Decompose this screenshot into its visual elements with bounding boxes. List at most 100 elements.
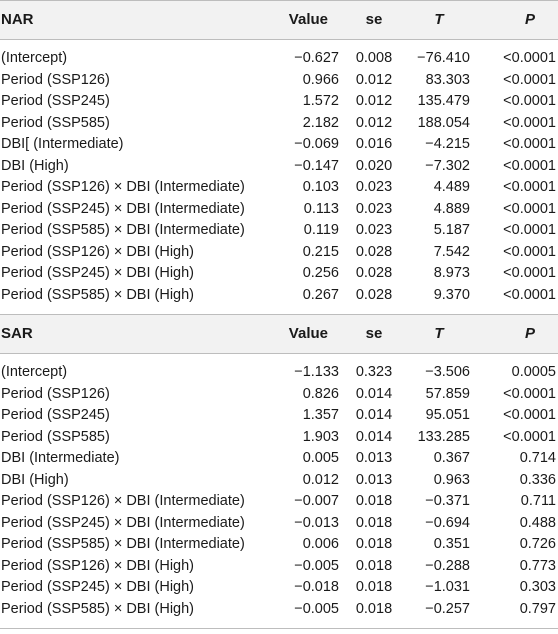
- section-title: SAR: [1, 325, 33, 342]
- table-row: Period (SSP585) × DBI (High) 0.267 0.028 9.…: [0, 285, 558, 307]
- table-row: Period (SSP245) × DBI (High) −0.018 0.018 −…: [0, 577, 558, 599]
- table-row: Period (SSP126) 0.826 0.014 57.859 <0.0001: [0, 384, 558, 406]
- value-cell: 0.113: [303, 200, 339, 217]
- p-cell: <0.0001: [503, 385, 556, 402]
- table-row: Period (SSP585) × DBI (High) −0.005 0.018 −…: [0, 599, 558, 621]
- p-cell: <0.0001: [503, 157, 556, 174]
- se-cell: 0.008: [355, 50, 393, 66]
- value-cell: −1.133: [294, 364, 339, 380]
- term-cell: Period (SSP245) × DBI (High): [1, 579, 195, 595]
- value-cell: 0.005: [302, 450, 339, 466]
- table-row: Period (SSP245) 1.572 0.012 135.479 <0.0001: [0, 91, 558, 113]
- se-cell: 0.014: [355, 428, 393, 445]
- table-row: Period (SSP585) 2.182 0.012 188.054 <0.0001: [0, 113, 558, 135]
- se-cell: 0.013: [355, 450, 393, 466]
- t-cell: 133.285: [417, 428, 470, 445]
- value-cell: 0.267: [302, 286, 339, 303]
- value-cell: −0.069: [294, 136, 339, 152]
- p-cell: <0.0001: [503, 286, 556, 303]
- se-cell: 0.023: [355, 200, 393, 217]
- term-cell: DBI (High): [1, 471, 69, 488]
- p-cell: <0.0001: [503, 179, 556, 195]
- table-body: (Intercept) −1.133 0.323 −3.506 0.0005 Period…: [0, 354, 558, 628]
- term-cell: Period (SSP585) × DBI (High): [1, 600, 195, 617]
- col-header-t: T: [434, 11, 444, 28]
- table-row: (Intercept) −1.133 0.323 −3.506 0.0005: [0, 362, 558, 384]
- term-cell: (Intercept): [1, 50, 68, 66]
- value-cell: 0.103: [302, 179, 339, 195]
- value-cell: 1.903: [302, 428, 339, 445]
- section-sar: SAR Value se T P (Intercept) −1.133 0.323 −…: [0, 314, 558, 628]
- header-row: NAR Value se T P: [0, 0, 558, 40]
- p-cell: <0.0001: [503, 136, 556, 152]
- term-cell: Period (SSP126): [1, 71, 110, 88]
- se-cell: 0.018: [355, 600, 393, 617]
- t-cell: 188.054: [417, 114, 470, 131]
- col-header-value: Value: [288, 11, 328, 28]
- p-cell: 0.711: [520, 493, 556, 509]
- section-title: NAR: [1, 11, 34, 28]
- t-cell: −0.288: [425, 557, 470, 574]
- p-cell: 0.0005: [511, 364, 556, 380]
- table-row: Period (SSP126) × DBI (High) 0.215 0.028 7.…: [0, 242, 558, 264]
- col-header-value: Value: [288, 325, 328, 342]
- table-row: (Intercept) −0.627 0.008 −76.410 <0.0001: [0, 48, 558, 70]
- table-row: DBI (High) 0.012 0.013 0.963 0.336: [0, 470, 558, 492]
- p-cell: 0.773: [519, 557, 556, 574]
- col-header-se: se: [365, 11, 383, 28]
- t-cell: −3.506: [425, 364, 470, 380]
- term-cell: Period (SSP245): [1, 93, 110, 109]
- col-header-se: se: [365, 325, 383, 342]
- p-cell: <0.0001: [503, 222, 556, 238]
- table-row: Period (SSP245) × DBI (Intermediate) 0.11…: [0, 199, 558, 221]
- term-cell: Period (SSP585): [1, 428, 110, 445]
- se-cell: 0.012: [355, 114, 393, 131]
- term-cell: Period (SSP126) × DBI (High): [1, 243, 195, 260]
- se-cell: 0.020: [355, 157, 393, 174]
- t-cell: 4.489: [433, 179, 470, 195]
- se-cell: 0.018: [355, 536, 393, 552]
- t-cell: −0.257: [425, 600, 470, 617]
- t-cell: 5.187: [433, 222, 470, 238]
- table-row: DBI (High) −0.147 0.020 −7.302 <0.0001: [0, 156, 558, 178]
- value-cell: −0.013: [294, 514, 339, 531]
- se-cell: 0.013: [355, 471, 393, 488]
- p-cell: 0.726: [519, 536, 556, 552]
- se-cell: 0.012: [355, 71, 393, 88]
- t-cell: 57.859: [425, 385, 470, 402]
- term-cell: DBI (Intermediate): [1, 450, 120, 466]
- term-cell: Period (SSP126) × DBI (High): [1, 557, 195, 574]
- term-cell: DBI (High): [1, 157, 69, 174]
- value-cell: −0.627: [294, 50, 339, 66]
- term-cell: Period (SSP245) × DBI (Intermediate): [1, 200, 245, 217]
- p-cell: 0.797: [519, 600, 556, 617]
- term-cell: Period (SSP245) × DBI (Intermediate): [1, 514, 245, 531]
- header-row: SAR Value se T P: [0, 314, 558, 354]
- se-cell: 0.014: [355, 385, 393, 402]
- t-cell: 8.973: [433, 265, 470, 281]
- p-cell: <0.0001: [503, 93, 556, 109]
- t-cell: 9.370: [433, 286, 470, 303]
- p-cell: <0.0001: [503, 71, 556, 88]
- value-cell: 0.012: [302, 471, 339, 488]
- value-cell: 0.119: [303, 222, 339, 238]
- term-cell: Period (SSP585): [1, 114, 110, 131]
- table-body: (Intercept) −0.627 0.008 −76.410 <0.0001 Peri…: [0, 40, 558, 314]
- t-cell: 83.303: [425, 71, 470, 88]
- col-header-t: T: [434, 325, 444, 342]
- t-cell: −7.302: [425, 157, 470, 174]
- term-cell: DBI[ (Intermediate): [1, 136, 124, 152]
- value-cell: 0.256: [302, 265, 339, 281]
- se-cell: 0.023: [355, 179, 393, 195]
- table-row: Period (SSP126) 0.966 0.012 83.303 <0.0001: [0, 70, 558, 92]
- se-cell: 0.018: [355, 493, 393, 509]
- value-cell: −0.005: [294, 557, 339, 574]
- value-cell: −0.147: [294, 157, 339, 174]
- value-cell: −0.007: [294, 493, 339, 509]
- se-cell: 0.028: [355, 243, 393, 260]
- section-nar: NAR Value se T P (Intercept) −0.627 0.008 −…: [0, 0, 558, 314]
- t-cell: −0.371: [425, 493, 470, 509]
- term-cell: (Intercept): [1, 364, 68, 380]
- value-cell: 2.182: [302, 114, 339, 131]
